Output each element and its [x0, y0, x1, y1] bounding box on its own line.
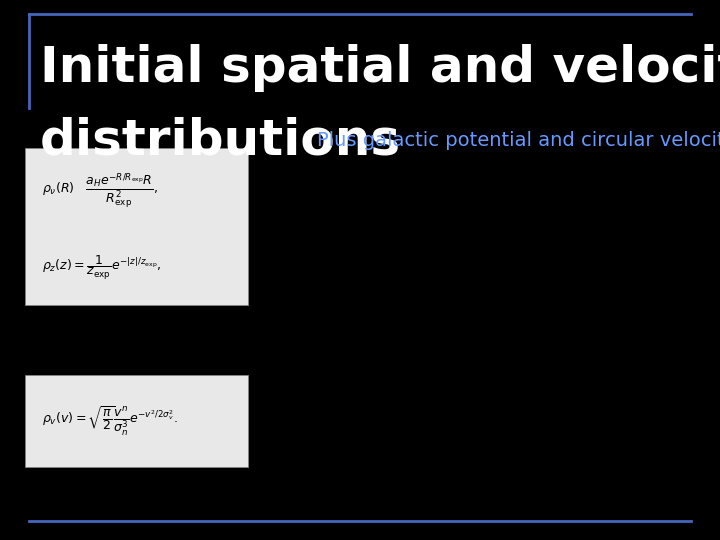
FancyBboxPatch shape: [25, 375, 248, 467]
Text: $\rho_v(v) = \sqrt{\dfrac{\pi}{2}} \dfrac{v^n}{\sigma_n^3} e^{-v^2/2\sigma_v^2}.: $\rho_v(v) = \sqrt{\dfrac{\pi}{2}} \dfra…: [42, 404, 177, 438]
Text: Plus galactic potential and circular velocity: Plus galactic potential and circular vel…: [317, 131, 720, 150]
Text: $\rho_z(z) = \dfrac{1}{z_{\rm exp}} e^{-|z|/z_{\rm exp}},$: $\rho_z(z) = \dfrac{1}{z_{\rm exp}} e^{-…: [42, 253, 161, 281]
FancyBboxPatch shape: [25, 148, 248, 305]
Text: $\rho_\nu(R) \quad \dfrac{a_H e^{-R/R_{\rm exp}} R}{R_{\rm exp}^2},$: $\rho_\nu(R) \quad \dfrac{a_H e^{-R/R_{\…: [42, 172, 158, 211]
Text: Initial spatial and velocity: Initial spatial and velocity: [40, 44, 720, 91]
Text: distributions: distributions: [40, 117, 401, 164]
